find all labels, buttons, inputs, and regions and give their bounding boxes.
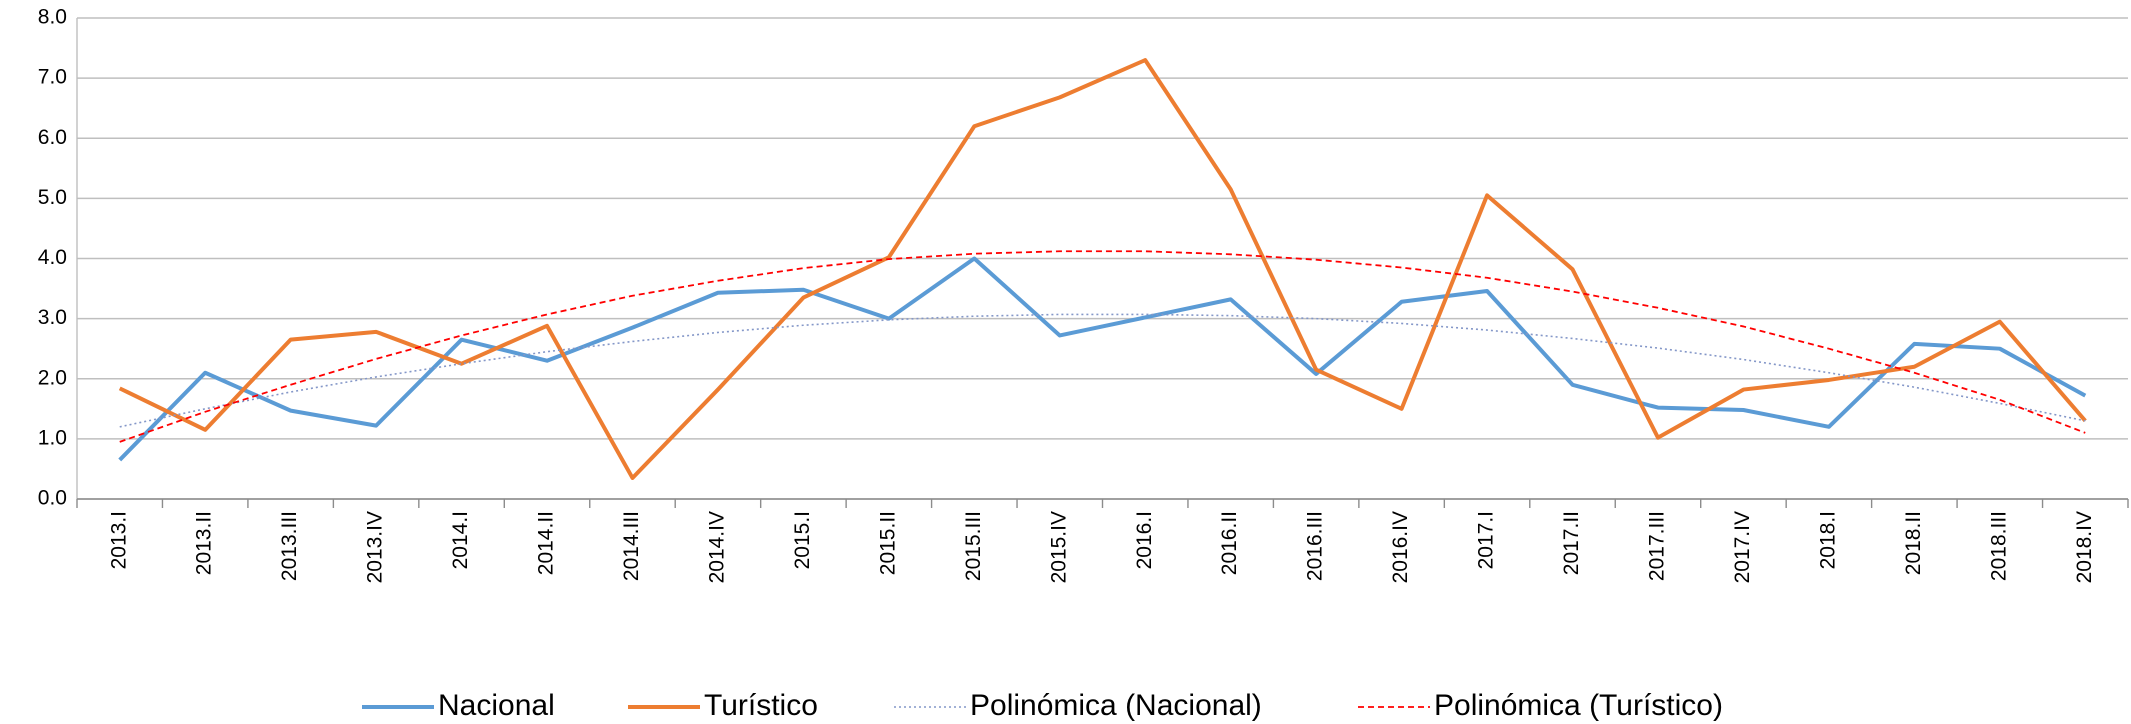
x-tick-label: 2014.IV xyxy=(705,511,728,583)
x-tick-label: 2015.II xyxy=(876,511,899,575)
x-tick-label: 2014.II xyxy=(535,511,558,575)
y-tick-label: 0.0 xyxy=(38,487,67,510)
y-tick-label: 6.0 xyxy=(38,126,67,149)
x-tick-label: 2013.IV xyxy=(364,511,387,583)
legend-label: Polinómica (Turístico) xyxy=(1434,689,1723,722)
legend: Nacional Turístico Polinómica (Nacional) Po… xyxy=(362,689,1723,722)
series-line xyxy=(119,250,2086,443)
y-tick-label: 5.0 xyxy=(38,186,67,209)
x-tick-label: 2016.II xyxy=(1218,511,1241,575)
y-tick-label: 2.0 xyxy=(38,366,67,389)
x-tick-label: 2013.II xyxy=(193,511,216,575)
y-tick-label: 7.0 xyxy=(38,66,67,89)
x-tick-label: 2013.III xyxy=(278,511,301,581)
y-tick-label: 4.0 xyxy=(38,246,67,269)
series-line xyxy=(118,58,2087,480)
x-tick-label: 2018.III xyxy=(1987,511,2010,581)
legend-label: Turístico xyxy=(704,689,818,722)
x-tick-label: 2018.IV xyxy=(2073,511,2096,583)
series-line xyxy=(118,256,2087,462)
y-tick-label: 8.0 xyxy=(38,6,67,29)
y-tick-label: 1.0 xyxy=(38,426,67,449)
x-tick-label: 2017.II xyxy=(1560,511,1583,575)
x-tick-label: 2014.I xyxy=(449,511,472,569)
legend-label: Nacional xyxy=(438,689,555,722)
x-tick-label: 2013.I xyxy=(107,511,130,569)
x-tick-label: 2016.III xyxy=(1304,511,1327,581)
x-tick-label: 2015.IV xyxy=(1047,511,1070,583)
legend-label: Polinómica (Nacional) xyxy=(970,689,1262,722)
x-tick-label: 2018.I xyxy=(1816,511,1839,569)
x-tick-label: 2015.I xyxy=(791,511,814,569)
x-tick-label: 2017.III xyxy=(1646,511,1669,581)
x-tick-label: 2015.III xyxy=(962,511,985,581)
x-tick-label: 2017.I xyxy=(1475,511,1498,569)
x-tick-label: 2014.III xyxy=(620,511,643,581)
x-tick-label: 2016.IV xyxy=(1389,511,1412,583)
x-tick-label: 2018.II xyxy=(1902,511,1925,575)
x-tick-label: 2016.I xyxy=(1133,511,1156,569)
y-tick-label: 3.0 xyxy=(38,306,67,329)
series-line xyxy=(119,313,2086,428)
x-tick-label: 2017.IV xyxy=(1731,511,1754,583)
